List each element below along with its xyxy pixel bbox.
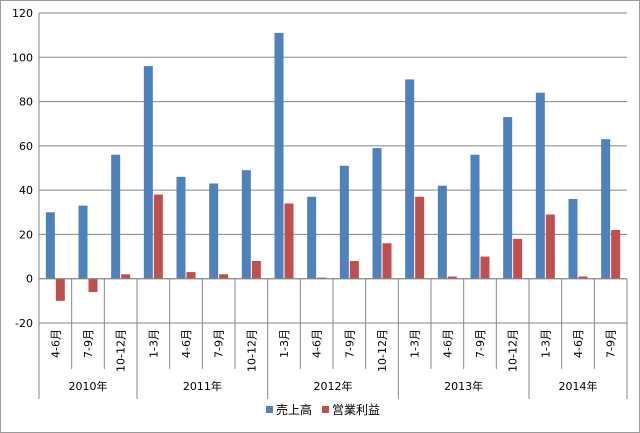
bar-sales bbox=[470, 154, 480, 279]
y-tick-label: 0 bbox=[26, 273, 33, 286]
category-label: 4-6月 bbox=[311, 329, 324, 358]
y-tick-label: -20 bbox=[15, 317, 33, 330]
bar-sales bbox=[78, 205, 88, 279]
category-label: 10-12月 bbox=[507, 329, 520, 372]
y-tick-label: 40 bbox=[19, 184, 33, 197]
y-tick-label: 20 bbox=[19, 228, 33, 241]
bar-sales bbox=[274, 32, 284, 279]
year-label: 2013年 bbox=[444, 379, 483, 393]
bar-operating-profit bbox=[513, 238, 523, 279]
category-label: 7-9月 bbox=[213, 329, 226, 358]
category-label: 10-12月 bbox=[376, 329, 389, 372]
category-label: 7-9月 bbox=[474, 329, 487, 358]
year-label: 2010年 bbox=[69, 379, 108, 393]
legend-swatch-sales bbox=[266, 406, 273, 413]
bar-sales bbox=[339, 165, 349, 279]
category-label: 7-9月 bbox=[343, 329, 356, 358]
bar-operating-profit bbox=[153, 194, 163, 279]
y-tick-label: 80 bbox=[19, 96, 33, 109]
bar-operating-profit bbox=[545, 214, 555, 279]
y-tick-label: 120 bbox=[12, 7, 33, 20]
bar-operating-profit bbox=[55, 278, 65, 301]
y-tick-label: 60 bbox=[19, 140, 33, 153]
category-label: 7-9月 bbox=[605, 329, 618, 358]
bar-operating-profit bbox=[219, 274, 229, 279]
legend-label-sales: 売上高 bbox=[276, 402, 312, 417]
bar-sales bbox=[176, 176, 186, 279]
bar-sales bbox=[241, 170, 251, 279]
bar-operating-profit bbox=[415, 196, 425, 279]
legend-label-operating-profit: 営業利益 bbox=[332, 403, 380, 417]
bar-sales bbox=[568, 199, 578, 279]
bar-operating-profit bbox=[88, 278, 98, 292]
year-label: 2012年 bbox=[314, 379, 353, 393]
bar-operating-profit bbox=[186, 272, 196, 279]
year-label: 2014年 bbox=[559, 379, 598, 393]
bar-sales bbox=[601, 139, 611, 279]
category-label: 1-3月 bbox=[539, 329, 552, 358]
axes bbox=[38, 13, 628, 399]
labels: 120 100 80 60 40 20 0 -20 4-6月 7-9月 10-12月 1-3月 4-6月… bbox=[12, 7, 618, 393]
bar-operating-profit bbox=[480, 256, 490, 279]
bar-operating-profit bbox=[611, 230, 621, 279]
category-label: 4-6月 bbox=[180, 329, 193, 358]
bar-sales bbox=[372, 148, 382, 279]
bar-sales bbox=[45, 212, 55, 279]
bar-sales bbox=[437, 185, 447, 279]
category-label: 7-9月 bbox=[82, 329, 95, 358]
bar-operating-profit bbox=[251, 261, 261, 279]
bar-sales bbox=[307, 196, 317, 279]
bar-operating-profit bbox=[349, 261, 359, 279]
category-label: 1-3月 bbox=[278, 329, 291, 358]
category-label: 4-6月 bbox=[441, 329, 454, 358]
bar-sales bbox=[143, 66, 153, 279]
bar-sales bbox=[535, 92, 545, 279]
bar-operating-profit bbox=[578, 276, 588, 279]
bars bbox=[45, 32, 621, 301]
bar-sales bbox=[111, 154, 121, 279]
year-label: 2011年 bbox=[183, 379, 222, 393]
bar-operating-profit bbox=[284, 203, 294, 279]
bar-operating-profit bbox=[317, 277, 327, 279]
category-label: 4-6月 bbox=[572, 329, 585, 358]
bar-operating-profit bbox=[447, 276, 457, 279]
category-label: 1-3月 bbox=[409, 329, 422, 358]
y-tick-label: 100 bbox=[12, 51, 33, 64]
category-label: 4-6月 bbox=[49, 329, 62, 358]
bar-sales bbox=[405, 79, 415, 279]
category-label: 10-12月 bbox=[115, 329, 128, 372]
bar-operating-profit bbox=[121, 274, 131, 279]
legend-swatch-operating-profit bbox=[322, 406, 329, 413]
category-label: 10-12月 bbox=[245, 329, 258, 372]
legend: 売上高 営業利益 bbox=[266, 402, 380, 417]
bar-sales bbox=[209, 183, 219, 279]
category-label: 1-3月 bbox=[147, 329, 160, 358]
bar-sales bbox=[503, 117, 513, 279]
bar-operating-profit bbox=[382, 243, 392, 279]
